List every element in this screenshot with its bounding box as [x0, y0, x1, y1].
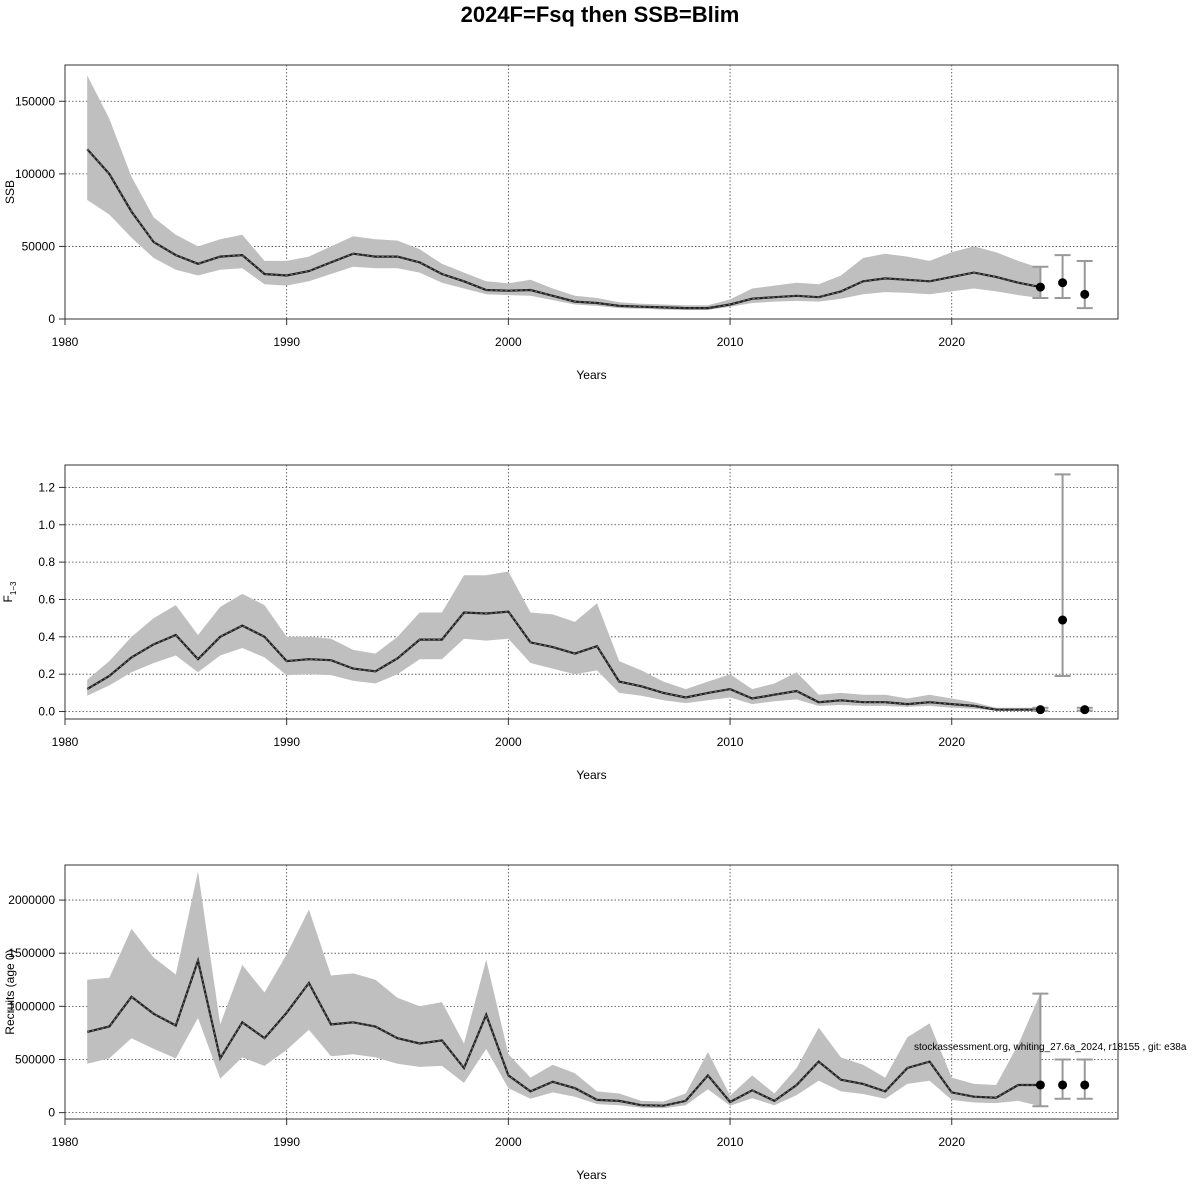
x-tick-label: 1990	[273, 1135, 300, 1149]
x-tick-label: 2020	[938, 1135, 965, 1149]
forecast-point	[1058, 615, 1068, 625]
footnote-text: stockassessment.org, whiting_27.6a_2024,…	[914, 1042, 1187, 1053]
estimate-line-dashes	[86, 611, 1041, 711]
x-tick-label: 1980	[52, 1135, 79, 1149]
forecast-point	[1035, 282, 1045, 292]
x-tick-label: 2020	[938, 335, 965, 349]
panel-recruits: 1980 1990 2000 2010 2020 0 500000 1000000 150000…	[3, 864, 1119, 1182]
x-tick-label: 2000	[495, 1135, 522, 1149]
estimate-line	[86, 956, 1041, 1107]
confidence-band	[87, 871, 1041, 1109]
y-tick-label: 0	[48, 1106, 55, 1120]
y-tick-label: 500000	[15, 1052, 55, 1066]
x-tick-label: 1990	[273, 735, 300, 749]
forecast-point	[1035, 705, 1045, 715]
y-tick-label: 1500000	[8, 946, 55, 960]
chart-title: 2024F=Fsq then SSB=Blim	[460, 2, 740, 27]
y-tick-label: 0.4	[38, 630, 55, 644]
y-tick-label: 150000	[15, 94, 55, 108]
estimate-line	[86, 148, 1041, 310]
x-axis-label: Years	[576, 1168, 606, 1182]
plot-frame	[64, 864, 1119, 1120]
x-axis-label: Years	[576, 768, 606, 782]
y-axis-label: SSB	[3, 180, 17, 204]
y-axis-label-subscript: 1−3	[9, 581, 18, 595]
y-tick-label: 50000	[22, 239, 56, 253]
plot-frame	[64, 64, 1119, 320]
y-axis-label: Recruits (age 0)	[3, 949, 17, 1034]
y-axis-label: F1−3	[1, 581, 18, 602]
forecast-point	[1080, 1080, 1090, 1090]
x-tick-label: 1980	[52, 735, 79, 749]
x-tick-label: 1980	[52, 335, 79, 349]
x-tick-label: 1990	[273, 335, 300, 349]
y-tick-label: 1.2	[38, 480, 55, 494]
x-tick-label: 2010	[717, 735, 744, 749]
y-tick-label: 0	[48, 312, 55, 326]
x-tick-label: 2000	[495, 335, 522, 349]
x-axis-label: Years	[576, 368, 606, 382]
forecast-point	[1058, 278, 1068, 288]
y-tick-label: 0.0	[38, 705, 55, 719]
plot-frame	[64, 464, 1119, 720]
forecast-point	[1080, 289, 1090, 299]
y-tick-label: 100000	[15, 167, 55, 181]
x-tick-label: 2010	[717, 335, 744, 349]
panel-ssb: 1980 1990 2000 2010 2020 0 50000 100000 150000 Ye…	[3, 64, 1119, 382]
y-tick-label: 0.8	[38, 555, 55, 569]
y-tick-label: 1.0	[38, 518, 55, 532]
forecast-point	[1058, 1080, 1068, 1090]
panel-fbar: 1980 1990 2000 2010 2020 0.0 0.2 0.4 0.6 0.8 1.0 1.…	[1, 464, 1119, 782]
y-tick-label: 0.2	[38, 667, 55, 681]
forecast-point	[1080, 705, 1090, 715]
x-tick-label: 2010	[717, 1135, 744, 1149]
y-tick-label: 2000000	[8, 893, 55, 907]
x-tick-label: 2000	[495, 735, 522, 749]
forecast-point	[1035, 1080, 1045, 1090]
y-tick-label: 0.6	[38, 592, 55, 606]
x-tick-label: 2020	[938, 735, 965, 749]
y-tick-label: 1000000	[8, 999, 55, 1013]
confidence-band	[87, 571, 1041, 711]
confidence-band	[87, 75, 1041, 310]
